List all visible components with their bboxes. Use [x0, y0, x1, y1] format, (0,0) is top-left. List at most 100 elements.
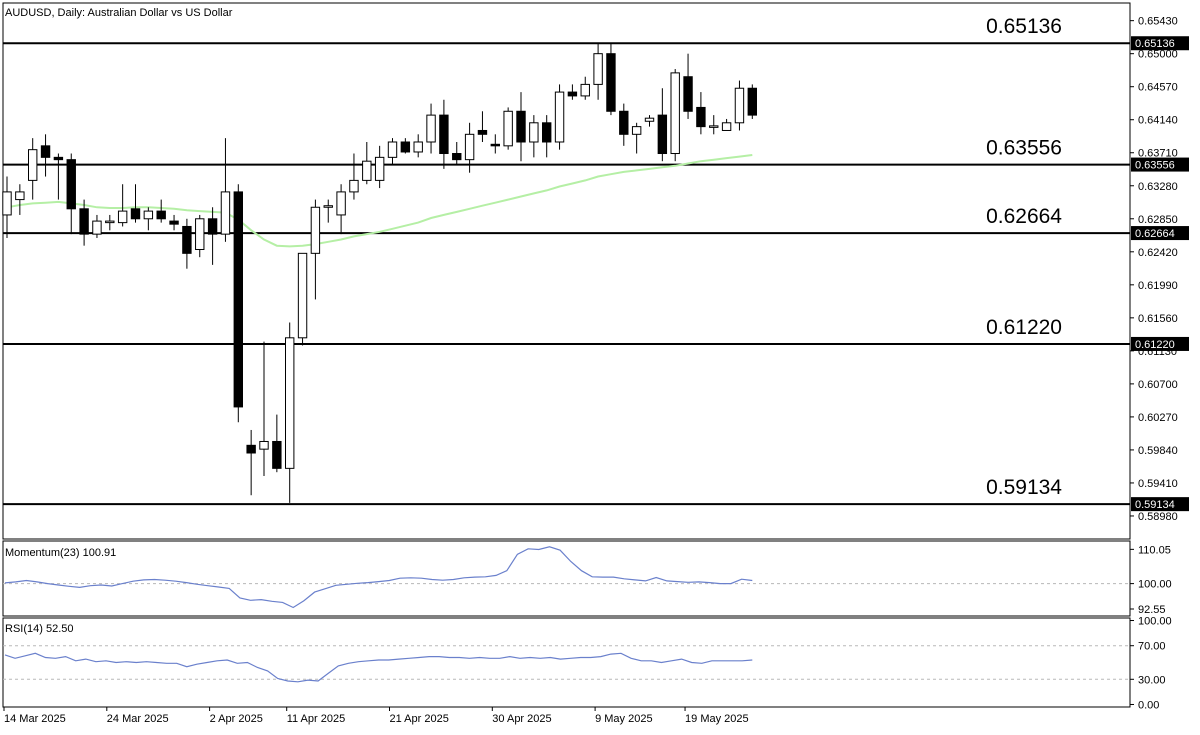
candlestick[interactable]	[439, 99, 449, 169]
candlestick[interactable]	[285, 322, 295, 503]
candle-body-bearish	[272, 440, 282, 469]
price-tick-label: 0.60700	[1138, 379, 1178, 391]
candlestick[interactable]	[195, 214, 205, 258]
candle-body-bearish	[400, 141, 411, 153]
candlestick[interactable]	[53, 153, 64, 200]
candlestick[interactable]	[452, 141, 462, 166]
candle-body-bullish	[374, 156, 385, 181]
candle-body-bearish	[477, 129, 488, 135]
candlestick[interactable]	[349, 153, 359, 200]
momentum-tick-label: 92.55	[1138, 604, 1166, 616]
candlestick[interactable]	[297, 252, 308, 346]
candlestick[interactable]	[66, 153, 76, 235]
candlestick[interactable]	[644, 115, 655, 127]
price-level-tag	[1131, 157, 1189, 172]
candle-body-bullish	[105, 220, 115, 224]
price-tick-label: 0.58980	[1138, 511, 1178, 523]
candle-body-bearish	[619, 110, 629, 135]
rsi-tick-label: 30.00	[1138, 674, 1166, 686]
candlestick[interactable]	[105, 214, 115, 231]
candlestick[interactable]	[477, 111, 488, 142]
price-level-tag-label: 0.62664	[1135, 228, 1175, 240]
candlestick[interactable]	[567, 84, 578, 100]
candlestick[interactable]	[631, 122, 642, 154]
candlestick[interactable]	[426, 103, 436, 154]
candlestick[interactable]	[413, 134, 423, 158]
candlestick[interactable]	[593, 43, 603, 100]
candlestick[interactable]	[362, 141, 372, 185]
candlestick[interactable]	[709, 115, 719, 135]
candlestick[interactable]	[156, 199, 166, 223]
candlestick[interactable]	[734, 80, 745, 131]
price-level-tag	[1131, 497, 1189, 512]
candlestick[interactable]	[92, 214, 102, 238]
rsi-label: RSI(14) 52.50	[5, 623, 73, 635]
time-tick-label: 24 Mar 2025	[107, 713, 169, 725]
candlestick[interactable]	[310, 199, 321, 300]
candle-body-bearish	[747, 87, 757, 116]
candlestick[interactable]	[28, 138, 38, 200]
candlestick[interactable]	[374, 145, 385, 189]
candle-body-bullish	[631, 126, 642, 135]
candle-body-bearish	[606, 53, 616, 112]
candlestick[interactable]	[542, 115, 552, 158]
candlestick[interactable]	[220, 138, 231, 242]
candlestick[interactable]	[670, 69, 680, 162]
candlestick[interactable]	[272, 414, 282, 473]
candlestick[interactable]	[323, 199, 333, 223]
time-tick-label: 11 Apr 2025	[287, 713, 346, 725]
candlestick[interactable]	[554, 84, 565, 150]
candlestick[interactable]	[464, 122, 475, 173]
candlestick[interactable]	[130, 184, 141, 223]
horizontal-level-label: 0.63556	[986, 137, 1062, 160]
candlestick[interactable]	[619, 103, 629, 146]
candlestick[interactable]	[747, 84, 757, 119]
candle-body-bearish	[696, 106, 706, 128]
candlestick[interactable]	[721, 118, 732, 131]
candlestick[interactable]	[606, 43, 616, 116]
candle-body-bearish	[156, 210, 166, 220]
price-level-tag	[1131, 36, 1189, 51]
candle-body-bullish	[2, 191, 12, 216]
candle-body-bearish	[657, 114, 668, 155]
candlestick[interactable]	[683, 53, 693, 119]
candlestick[interactable]	[143, 207, 154, 231]
candlestick[interactable]	[696, 92, 706, 135]
candlestick[interactable]	[117, 184, 128, 227]
candle-body-bearish	[683, 76, 693, 112]
horizontal-level-label: 0.59134	[986, 476, 1062, 499]
candlestick[interactable]	[182, 218, 192, 269]
candlestick[interactable]	[15, 184, 25, 215]
candlestick[interactable]	[40, 134, 51, 177]
price-tick-label: 0.63710	[1138, 148, 1178, 160]
candlestick[interactable]	[336, 184, 346, 235]
candlestick[interactable]	[233, 184, 244, 423]
price-tick-label: 0.59410	[1138, 478, 1178, 490]
candle-body-bearish	[490, 143, 501, 147]
candlestick[interactable]	[490, 134, 501, 154]
candlestick[interactable]	[529, 115, 539, 158]
candlestick[interactable]	[207, 207, 218, 265]
candlestick[interactable]	[169, 214, 179, 231]
candlestick[interactable]	[387, 138, 398, 166]
price-level-tag	[1131, 226, 1189, 241]
candle-body-bullish	[721, 122, 732, 131]
candlestick[interactable]	[400, 138, 411, 154]
candlestick[interactable]	[580, 76, 590, 100]
candlestick[interactable]	[2, 176, 12, 238]
candlestick[interactable]	[657, 88, 668, 162]
candle-body-bullish	[285, 337, 295, 469]
price-tick-label: 0.59840	[1138, 445, 1178, 457]
time-tick-label: 2 Apr 2025	[210, 713, 263, 725]
candlestick[interactable]	[516, 92, 526, 162]
candlestick[interactable]	[503, 107, 513, 150]
chart-title: AUDUSD, Daily: Australian Dollar vs US D…	[5, 7, 233, 19]
candlestick[interactable]	[246, 429, 256, 496]
candlestick[interactable]	[259, 341, 269, 477]
candle-body-bullish	[593, 53, 603, 85]
candle-body-bearish	[79, 208, 89, 235]
candle-body-bearish	[439, 114, 449, 155]
candlestick[interactable]	[79, 199, 89, 246]
momentum-label: Momentum(23) 100.91	[5, 547, 116, 559]
